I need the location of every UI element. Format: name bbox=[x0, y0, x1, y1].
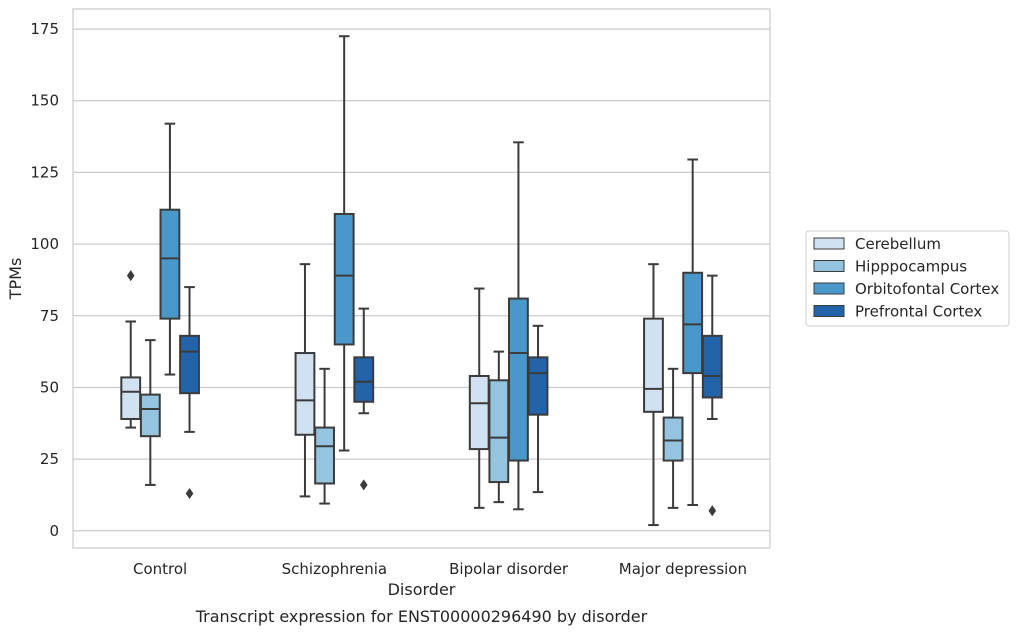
x-tick-label: Bipolar disorder bbox=[449, 560, 569, 578]
y-axis-label: TPMs bbox=[6, 258, 25, 301]
legend-swatch bbox=[813, 305, 845, 317]
x-axis-label: Disorder bbox=[388, 580, 456, 599]
box-group bbox=[488, 350, 510, 504]
legend-label: Cerebellum bbox=[855, 235, 941, 253]
y-tick-label: 50 bbox=[40, 378, 59, 396]
outlier-point bbox=[126, 270, 135, 282]
legend-label: Hipppocampus bbox=[855, 258, 967, 276]
box bbox=[179, 334, 200, 395]
box bbox=[527, 356, 549, 416]
x-tick-label: Control bbox=[133, 560, 187, 578]
box-group bbox=[353, 307, 375, 491]
x-tick-label: Schizophrenia bbox=[282, 560, 387, 578]
y-tick-label: 100 bbox=[30, 235, 59, 253]
y-tick-label: 125 bbox=[30, 163, 59, 181]
legend-frame bbox=[805, 230, 1010, 327]
box bbox=[468, 374, 490, 451]
y-tick-label: 25 bbox=[40, 450, 59, 468]
box bbox=[682, 271, 704, 375]
box bbox=[701, 334, 723, 399]
box bbox=[294, 352, 316, 436]
box bbox=[314, 426, 335, 485]
plot-frame bbox=[72, 8, 771, 549]
box bbox=[159, 208, 181, 320]
box-group bbox=[314, 367, 335, 505]
box bbox=[139, 393, 161, 438]
box-group bbox=[468, 287, 490, 509]
box-group bbox=[333, 35, 355, 452]
legend: Cerebellum Hipppocampus Orbitofontal Corte… bbox=[805, 230, 1010, 327]
x-tick-labels: Control Schizophrenia Bipolar disorder Majo… bbox=[133, 560, 747, 578]
box-group bbox=[139, 339, 161, 486]
box-group bbox=[294, 263, 316, 498]
y-tick-label: 175 bbox=[30, 20, 59, 38]
box bbox=[662, 416, 684, 462]
outlier-point bbox=[359, 479, 368, 491]
outlier-point bbox=[185, 488, 194, 500]
box-group bbox=[662, 367, 684, 509]
y-tick-labels: 0 25 50 75 100 125 150 175 bbox=[30, 20, 59, 540]
box-group bbox=[701, 274, 723, 517]
y-tick-label: 75 bbox=[40, 307, 59, 325]
box-plots bbox=[120, 35, 723, 527]
box bbox=[353, 356, 375, 403]
box-group bbox=[527, 324, 549, 494]
box-group bbox=[508, 141, 529, 511]
box bbox=[333, 212, 355, 346]
y-tick-label: 150 bbox=[30, 92, 59, 110]
box bbox=[508, 297, 529, 462]
box bbox=[643, 317, 664, 413]
box bbox=[488, 379, 510, 484]
legend-swatch bbox=[813, 237, 845, 250]
x-tick-label: Major depression bbox=[619, 560, 747, 578]
box-group bbox=[179, 286, 200, 500]
box-group bbox=[682, 158, 704, 506]
y-tick-label: 0 bbox=[49, 522, 59, 540]
legend-swatch bbox=[813, 282, 845, 295]
box-group bbox=[643, 263, 664, 527]
outlier-point bbox=[708, 505, 717, 517]
figure-caption: Transcript expression for ENST0000029649… bbox=[195, 607, 648, 626]
legend-label: Orbitofontal Cortex bbox=[855, 280, 999, 298]
box bbox=[120, 376, 142, 420]
legend-label: Prefrontal Cortex bbox=[855, 303, 982, 321]
box-group bbox=[120, 270, 142, 429]
legend-swatch bbox=[813, 260, 845, 272]
box-group bbox=[159, 122, 181, 376]
